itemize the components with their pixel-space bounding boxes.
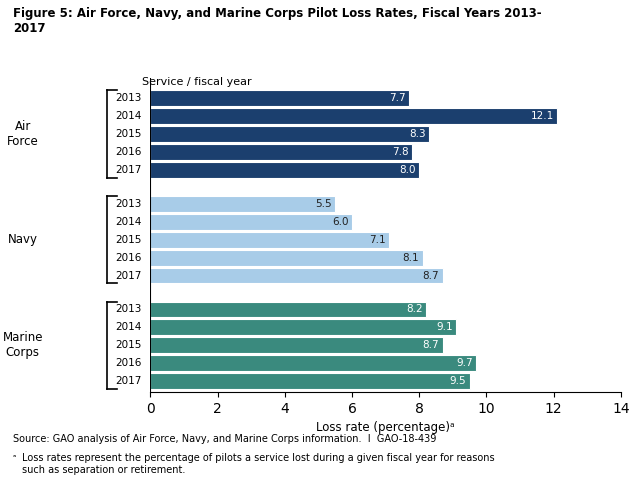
Text: 7.1: 7.1 (369, 235, 385, 245)
Text: 9.7: 9.7 (456, 358, 473, 368)
Bar (150, 90, 409, 106)
Text: 2015: 2015 (116, 235, 142, 245)
Text: 9.5: 9.5 (450, 376, 466, 386)
Text: 7.8: 7.8 (392, 147, 409, 157)
Text: 2015: 2015 (116, 129, 142, 139)
Bar (150, 196, 335, 212)
Text: 8.0: 8.0 (399, 165, 416, 175)
Text: 8.7: 8.7 (423, 270, 439, 281)
Text: 2016: 2016 (116, 253, 142, 263)
Bar (150, 162, 419, 178)
Bar (150, 319, 456, 335)
Text: 12.1: 12.1 (531, 111, 554, 121)
Text: 8.2: 8.2 (406, 304, 422, 315)
Text: 2013: 2013 (116, 93, 142, 103)
Bar (150, 214, 352, 230)
Text: 8.1: 8.1 (403, 253, 419, 263)
Bar (150, 108, 557, 124)
Text: Navy: Navy (8, 233, 38, 246)
Text: 2013: 2013 (116, 304, 142, 315)
Text: Service / fiscal year: Service / fiscal year (142, 77, 252, 87)
Text: 8.7: 8.7 (423, 341, 439, 350)
Text: 8.3: 8.3 (410, 129, 426, 139)
Text: 2014: 2014 (116, 217, 142, 227)
Text: 2015: 2015 (116, 341, 142, 350)
Text: Source: GAO analysis of Air Force, Navy, and Marine Corps information.  I  GAO-1: Source: GAO analysis of Air Force, Navy,… (13, 434, 436, 443)
Bar (150, 338, 443, 353)
Text: 2016: 2016 (116, 358, 142, 368)
Text: 2016: 2016 (116, 147, 142, 157)
Text: 2014: 2014 (116, 111, 142, 121)
Text: Marine
Corps: Marine Corps (3, 331, 43, 359)
Bar (150, 126, 429, 142)
Bar (150, 355, 476, 371)
Text: 2017: 2017 (116, 376, 142, 386)
Text: 5.5: 5.5 (316, 199, 332, 209)
X-axis label: Loss rate (percentage)ᵃ: Loss rate (percentage)ᵃ (316, 421, 455, 434)
Bar (150, 144, 412, 160)
Text: ᵃ: ᵃ (13, 453, 16, 462)
Bar (150, 250, 422, 266)
Text: 2014: 2014 (116, 322, 142, 332)
Bar (150, 373, 470, 389)
Text: 2013: 2013 (116, 199, 142, 209)
Text: 2017: 2017 (13, 22, 45, 35)
Text: 2017: 2017 (116, 270, 142, 281)
Text: 7.7: 7.7 (389, 93, 406, 103)
Bar (150, 232, 389, 247)
Bar (150, 268, 443, 284)
Text: Air
Force: Air Force (7, 120, 38, 148)
Text: 2017: 2017 (116, 165, 142, 175)
Text: Figure 5: Air Force, Navy, and Marine Corps Pilot Loss Rates, Fiscal Years 2013-: Figure 5: Air Force, Navy, and Marine Co… (13, 7, 541, 21)
Text: 9.1: 9.1 (436, 322, 453, 332)
Text: Loss rates represent the percentage of pilots a service lost during a given fisc: Loss rates represent the percentage of p… (22, 453, 495, 475)
Text: 6.0: 6.0 (332, 217, 349, 227)
Bar (150, 301, 426, 318)
